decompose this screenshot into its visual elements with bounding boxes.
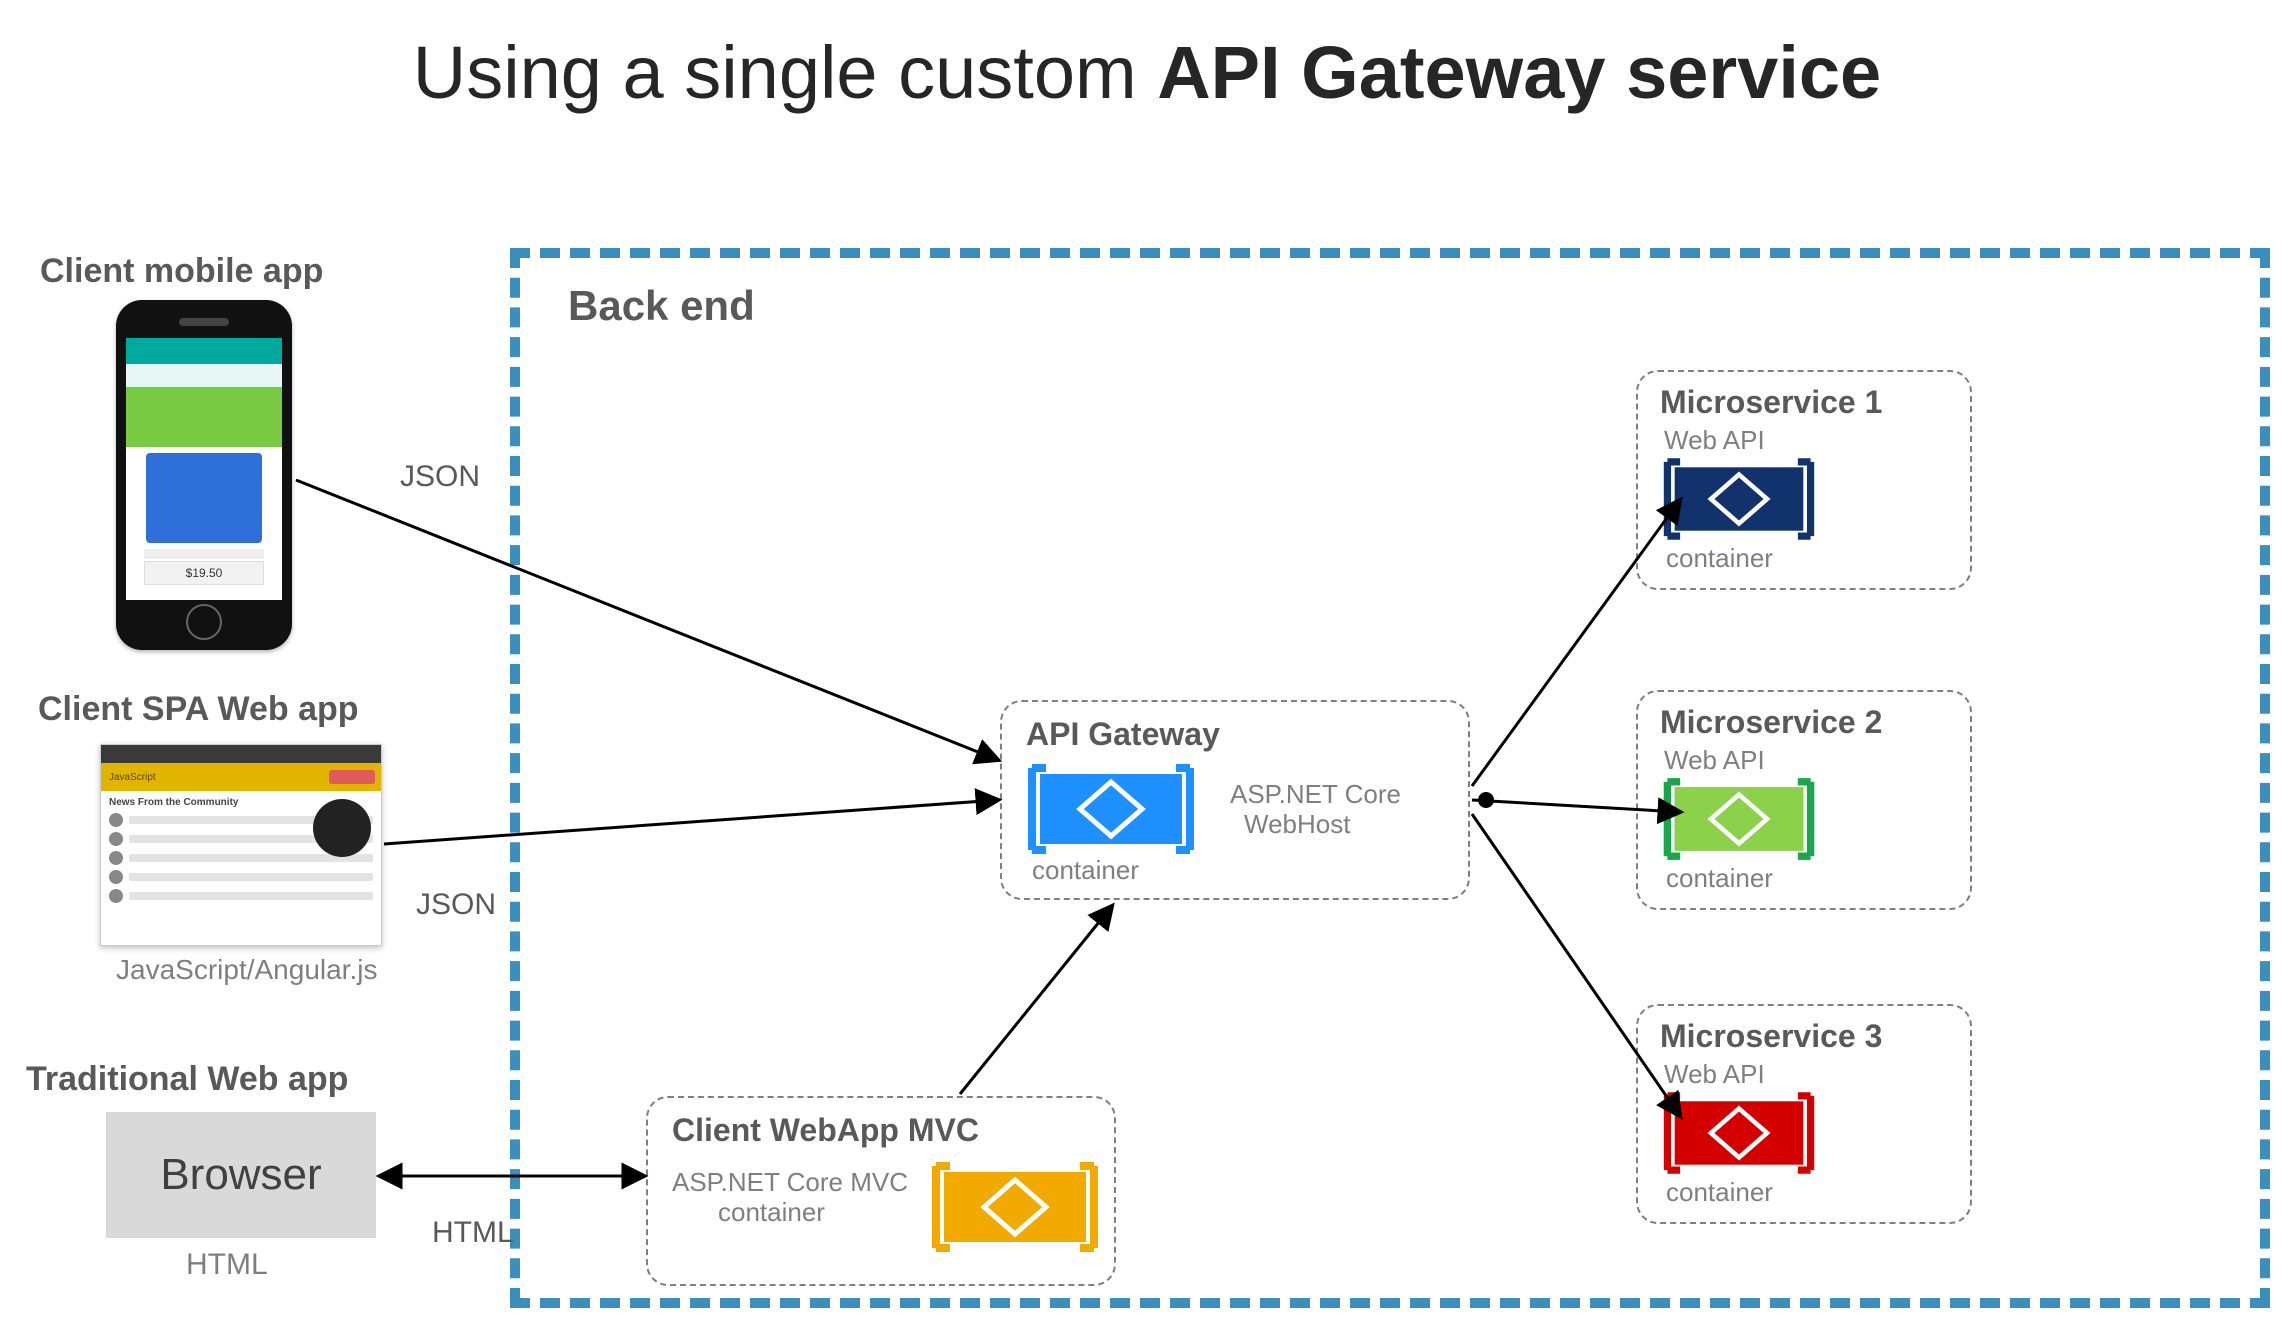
traditional-caption: HTML (186, 1248, 268, 1283)
api-gateway-card: API Gateway ASP.NET Core WebHost contain… (1000, 700, 1470, 900)
container-icon (1026, 764, 1196, 854)
ms1-title: Microservice 1 (1660, 384, 1882, 421)
title-bold: API Gateway service (1157, 31, 1881, 114)
microservice-1-card: Microservice 1 Web API container (1636, 370, 1972, 590)
api-gateway-icon-caption: container (1032, 856, 1139, 886)
browser-block: Browser (106, 1112, 376, 1238)
ms1-icon-caption: container (1666, 544, 1773, 574)
mvc-sub1: ASP.NET Core MVC (672, 1167, 908, 1197)
spa-navbar: JavaScript (101, 763, 381, 791)
spa-cta-pill (329, 770, 375, 784)
container-icon (930, 1162, 1100, 1252)
api-gateway-sub1: ASP.NET Core (1230, 779, 1401, 809)
container-icon (1662, 778, 1816, 860)
ms2-sub: Web API (1664, 746, 1765, 776)
microservice-2-card: Microservice 2 Web API container (1636, 690, 1972, 910)
spa-text-line (129, 873, 373, 881)
spa-browser-mock: JavaScript News From the Community (100, 744, 382, 946)
ms3-icon-caption: container (1666, 1178, 1773, 1208)
spa-bullet-icon (109, 851, 123, 865)
api-gateway-sub2: WebHost (1230, 809, 1350, 839)
arrow-label-json-2: JSON (416, 888, 496, 922)
mvc-sub: ASP.NET Core MVC container (672, 1168, 908, 1228)
ms3-title: Microservice 3 (1660, 1018, 1882, 1055)
mvc-sub2: container (672, 1197, 825, 1227)
spa-navbar-text: JavaScript (109, 772, 156, 783)
api-gateway-sub: ASP.NET Core WebHost (1230, 780, 1401, 840)
phone-topbar (126, 338, 282, 364)
spa-text-line (129, 892, 373, 900)
title-prefix: Using a single custom (413, 31, 1157, 114)
phone-product-name (144, 549, 264, 559)
phone-mock: $19.50 (116, 300, 292, 650)
arrow-label-json-1: JSON (400, 460, 480, 494)
spa-bullet-icon (109, 889, 123, 903)
arrow-label-html: HTML (432, 1216, 514, 1250)
page-title: Using a single custom API Gateway servic… (0, 30, 2294, 115)
spa-chrome-bar (101, 745, 381, 763)
container-icon (1662, 1092, 1816, 1174)
ms1-sub: Web API (1664, 426, 1765, 456)
api-gateway-title: API Gateway (1026, 716, 1220, 753)
mvc-title: Client WebApp MVC (672, 1112, 979, 1149)
browser-block-text: Browser (160, 1150, 321, 1200)
spa-bullet-icon (109, 813, 123, 827)
phone-hero (126, 387, 282, 447)
spa-bullet-icon (109, 870, 123, 884)
spa-side-badge (313, 799, 371, 857)
client-mobile-heading: Client mobile app (40, 252, 323, 291)
mvc-card: Client WebApp MVC ASP.NET Core MVC conta… (646, 1096, 1116, 1286)
spa-bullet-icon (109, 832, 123, 846)
spa-caption: JavaScript/Angular.js (116, 954, 377, 986)
ms3-sub: Web API (1664, 1060, 1765, 1090)
phone-price: $19.50 (144, 561, 264, 585)
client-traditional-heading: Traditional Web app (26, 1060, 348, 1099)
backend-label: Back end (568, 282, 755, 330)
microservice-3-card: Microservice 3 Web API container (1636, 1004, 1972, 1224)
client-spa-heading: Client SPA Web app (38, 690, 359, 729)
phone-tabbar (126, 364, 282, 387)
container-icon (1662, 458, 1816, 540)
ms2-icon-caption: container (1666, 864, 1773, 894)
ms2-title: Microservice 2 (1660, 704, 1882, 741)
phone-screen: $19.50 (126, 338, 282, 600)
phone-product-image (146, 453, 262, 543)
